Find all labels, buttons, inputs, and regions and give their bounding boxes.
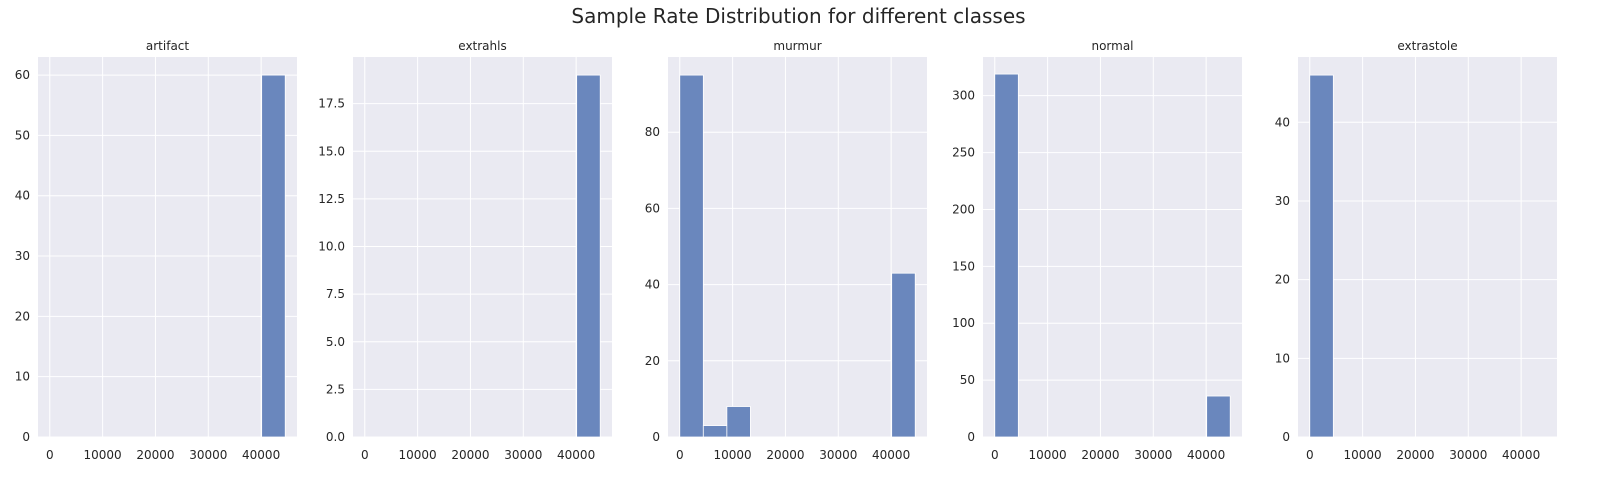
x-tick-label: 10000 xyxy=(1029,448,1067,462)
y-tick-label: 0 xyxy=(22,430,30,444)
x-tick-label: 20000 xyxy=(1396,448,1434,462)
plot-area xyxy=(38,57,297,437)
x-tick-label: 0 xyxy=(361,448,369,462)
y-tick-label: 30 xyxy=(15,249,30,263)
plot-area xyxy=(1298,57,1557,437)
y-tick-label: 0 xyxy=(967,430,975,444)
x-tick-label: 40000 xyxy=(1502,448,1540,462)
y-tick-label: 50 xyxy=(960,373,975,387)
panel-title: extrahls xyxy=(458,39,506,53)
plot-area xyxy=(668,57,927,437)
plot-area xyxy=(983,57,1242,437)
y-tick-label: 100 xyxy=(952,316,975,330)
x-tick-label: 30000 xyxy=(504,448,542,462)
x-tick-label: 10000 xyxy=(399,448,437,462)
y-tick-label: 150 xyxy=(952,259,975,273)
x-tick-label: 40000 xyxy=(1187,448,1225,462)
histogram-bar xyxy=(1206,395,1231,438)
panel-title: extrastole xyxy=(1397,39,1457,53)
y-tick-label: 300 xyxy=(952,89,975,103)
y-tick-label: 50 xyxy=(15,128,30,142)
x-tick-label: 20000 xyxy=(1081,448,1119,462)
y-tick-label: 40 xyxy=(645,278,660,292)
histogram-bar xyxy=(726,406,751,438)
y-tick-label: 0 xyxy=(1282,430,1290,444)
x-tick-label: 40000 xyxy=(242,448,280,462)
y-tick-label: 20 xyxy=(1275,273,1290,287)
panel-extrahls: 0 10000 20000 30000 40000 0.0 2.5 5.0 7.5 10.0 12.… xyxy=(318,39,612,462)
y-tick-label: 250 xyxy=(952,146,975,160)
y-tick-label: 2.5 xyxy=(326,382,345,396)
y-tick-label: 10 xyxy=(15,370,30,384)
x-tick-label: 10000 xyxy=(714,448,752,462)
y-tick-label: 20 xyxy=(15,309,30,323)
panel-title: normal xyxy=(1091,39,1133,53)
panel-extrastole: 0 10000 20000 30000 40000 0 10 20 30 40 extrastole xyxy=(1275,39,1557,462)
y-tick-label: 30 xyxy=(1275,194,1290,208)
x-tick-label: 10000 xyxy=(84,448,122,462)
histogram-bar xyxy=(702,425,728,438)
x-tick-label: 0 xyxy=(991,448,999,462)
panel-normal: 0 10000 20000 30000 40000 0 50 100 150 200 250 300 n… xyxy=(952,39,1242,462)
histogram-bar xyxy=(891,272,916,438)
y-tick-label: 5.0 xyxy=(326,335,345,349)
y-tick-label: 20 xyxy=(645,354,660,368)
y-tick-label: 80 xyxy=(645,125,660,139)
x-tick-label: 0 xyxy=(676,448,684,462)
x-tick-label: 40000 xyxy=(557,448,595,462)
panel-title: murmur xyxy=(773,39,821,53)
panel-artifact: 0 10000 20000 30000 40000 0 10 20 30 40 50 60 artifa… xyxy=(15,39,297,462)
figure-title: Sample Rate Distribution for different c… xyxy=(571,4,1026,28)
y-tick-label: 0.0 xyxy=(326,430,345,444)
y-tick-label: 0 xyxy=(652,430,660,444)
x-tick-label: 30000 xyxy=(189,448,227,462)
y-tick-label: 10.0 xyxy=(318,240,345,254)
x-tick-label: 10000 xyxy=(1344,448,1382,462)
y-tick-label: 40 xyxy=(1275,115,1290,129)
histogram-bar xyxy=(994,73,1019,438)
y-tick-label: 40 xyxy=(15,189,30,203)
histogram-bar xyxy=(1309,74,1334,438)
y-tick-label: 60 xyxy=(15,68,30,82)
panel-murmur: 0 10000 20000 30000 40000 0 20 40 60 80 murmur xyxy=(645,39,927,462)
x-tick-label: 30000 xyxy=(819,448,857,462)
y-tick-label: 10 xyxy=(1275,351,1290,365)
x-tick-label: 30000 xyxy=(1449,448,1487,462)
histogram-bar xyxy=(576,74,601,438)
x-tick-label: 20000 xyxy=(766,448,804,462)
y-tick-label: 17.5 xyxy=(318,97,345,111)
x-tick-label: 40000 xyxy=(872,448,910,462)
x-tick-label: 30000 xyxy=(1134,448,1172,462)
x-tick-label: 0 xyxy=(1306,448,1314,462)
y-tick-label: 12.5 xyxy=(318,192,345,206)
histogram-bar xyxy=(261,74,286,438)
panel-title: artifact xyxy=(146,39,190,53)
histogram-bar xyxy=(679,74,704,438)
y-tick-label: 7.5 xyxy=(326,287,345,301)
y-tick-label: 200 xyxy=(952,202,975,216)
x-tick-label: 0 xyxy=(46,448,54,462)
y-tick-label: 60 xyxy=(645,201,660,215)
x-tick-label: 20000 xyxy=(136,448,174,462)
y-tick-label: 15.0 xyxy=(318,144,345,158)
x-tick-label: 20000 xyxy=(451,448,489,462)
